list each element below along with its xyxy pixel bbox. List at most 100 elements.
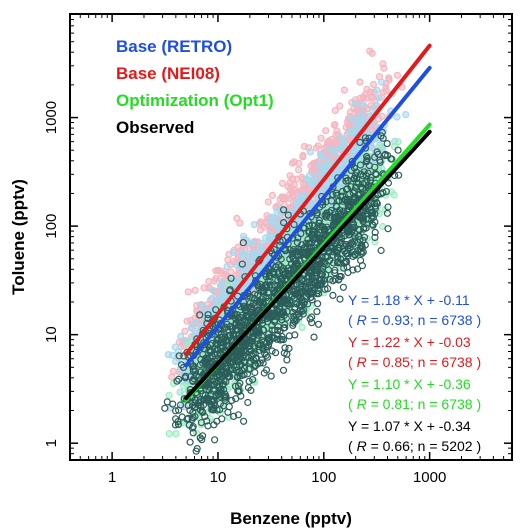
scatter-point bbox=[318, 152, 326, 160]
scatter-point bbox=[393, 71, 402, 79]
scatter-point bbox=[220, 268, 228, 276]
scatter-point bbox=[325, 137, 333, 145]
scatter-point bbox=[336, 133, 345, 141]
x-tick-label: 10 bbox=[210, 469, 227, 486]
fit-statistics: ( R = 0.85; n = 6738 ) bbox=[348, 354, 481, 370]
scatter-point bbox=[292, 198, 300, 206]
scatter-point bbox=[395, 171, 403, 179]
scatter-point bbox=[357, 256, 365, 264]
scatter-point bbox=[171, 343, 179, 351]
scatter-point bbox=[251, 368, 259, 377]
fit-statistics: ( R = 0.81; n = 6738 ) bbox=[348, 396, 481, 412]
scatter-point bbox=[268, 191, 277, 200]
stats-r-symbol: R bbox=[357, 312, 367, 328]
scatter-point bbox=[172, 357, 180, 365]
scatter-point bbox=[382, 87, 390, 95]
scatter-point bbox=[330, 121, 338, 129]
scatter-point bbox=[298, 323, 306, 331]
legend-entry: Base (RETRO) bbox=[116, 37, 232, 56]
scatter-point bbox=[240, 232, 248, 240]
scatter-point bbox=[229, 248, 237, 256]
scatter-point bbox=[295, 159, 303, 167]
x-tick-label: 1 bbox=[108, 469, 116, 486]
scatter-point bbox=[295, 187, 303, 195]
scatter-point bbox=[348, 127, 356, 135]
scatter-point bbox=[184, 288, 192, 296]
scatter-point bbox=[379, 60, 387, 68]
stats-values: = 0.66; n = 5202 ) bbox=[367, 438, 481, 454]
stats-r-symbol: R bbox=[357, 354, 367, 370]
scatter-point bbox=[240, 417, 248, 425]
scatter-point bbox=[310, 333, 318, 341]
scatter-point bbox=[377, 246, 385, 255]
scatter-point bbox=[212, 267, 220, 275]
scatter-point bbox=[373, 101, 381, 110]
legend: Base (RETRO) Base (NEI08) Optimization (Op… bbox=[116, 37, 274, 137]
scatter-point bbox=[354, 115, 362, 124]
scatter-point bbox=[288, 175, 297, 183]
scatter-point bbox=[218, 278, 227, 286]
scatter-point bbox=[342, 123, 350, 131]
scatter-point bbox=[223, 262, 231, 271]
fit-equations: Y = 1.18 * X + -0.11 ( R = 0.93; n = 6738… bbox=[348, 292, 481, 454]
scatter-point bbox=[351, 99, 359, 108]
scatter-point bbox=[373, 86, 381, 94]
scatter-point bbox=[210, 277, 218, 285]
scatter-point bbox=[333, 127, 341, 135]
scatter-point bbox=[383, 140, 391, 148]
scatter-point bbox=[239, 253, 247, 261]
scatter-point bbox=[358, 109, 366, 118]
scatter-point bbox=[337, 143, 345, 151]
x-tick-label: 1000 bbox=[413, 469, 446, 486]
y-tick-label: 1000 bbox=[43, 101, 60, 134]
fit-equation: Y = 1.22 * X + -0.03 bbox=[348, 334, 471, 350]
stats-open: ( bbox=[348, 312, 357, 328]
scatter-point bbox=[360, 116, 368, 124]
scatter-point bbox=[368, 49, 376, 57]
x-tick-label: 100 bbox=[311, 469, 336, 486]
stats-values: = 0.85; n = 6738 ) bbox=[367, 354, 481, 370]
scatter-point bbox=[187, 323, 195, 332]
scatter-point bbox=[336, 102, 344, 110]
stats-open: ( bbox=[348, 354, 357, 370]
scatter-point bbox=[368, 106, 376, 114]
scatter-point bbox=[391, 143, 399, 151]
scatter-point bbox=[368, 94, 376, 102]
y-axis-title: Toluene (pptv) bbox=[9, 179, 28, 295]
x-axis-title: Benzene (pptv) bbox=[230, 509, 352, 528]
stats-r-symbol: R bbox=[357, 396, 367, 412]
scatter-point bbox=[168, 351, 176, 359]
scatter-point bbox=[288, 188, 296, 196]
scatter-point bbox=[340, 86, 348, 94]
scatter-point bbox=[390, 191, 398, 199]
scatter-point bbox=[314, 300, 322, 308]
scatter-point bbox=[244, 398, 252, 407]
scatter-point bbox=[296, 193, 304, 201]
scatter-point bbox=[359, 100, 367, 109]
scatter-point bbox=[177, 332, 185, 341]
scatter-point bbox=[305, 172, 314, 180]
scatter-point bbox=[262, 234, 270, 242]
scatter-point bbox=[393, 113, 401, 121]
scatter-point bbox=[208, 294, 216, 303]
scatter-point bbox=[245, 256, 253, 264]
scatter-point bbox=[301, 181, 309, 189]
scatter-point bbox=[227, 268, 235, 276]
scatter-point bbox=[378, 78, 386, 86]
scatter-point bbox=[295, 166, 303, 174]
y-tick-label: 1 bbox=[43, 439, 60, 447]
legend-entry: Base (NEI08) bbox=[116, 64, 220, 83]
scatter-point bbox=[336, 295, 344, 303]
fit-equation: Y = 1.10 * X + -0.36 bbox=[348, 376, 471, 392]
scatter-point bbox=[313, 308, 321, 316]
scatter-point bbox=[192, 319, 200, 327]
scatter-point bbox=[205, 277, 213, 286]
scatter-point bbox=[181, 327, 189, 335]
scatter-point bbox=[219, 292, 227, 300]
scatter-point bbox=[402, 110, 410, 119]
stats-open: ( bbox=[348, 438, 357, 454]
scatter-point bbox=[340, 138, 348, 146]
scatter-point bbox=[315, 161, 323, 169]
legend-entry: Observed bbox=[116, 118, 194, 137]
